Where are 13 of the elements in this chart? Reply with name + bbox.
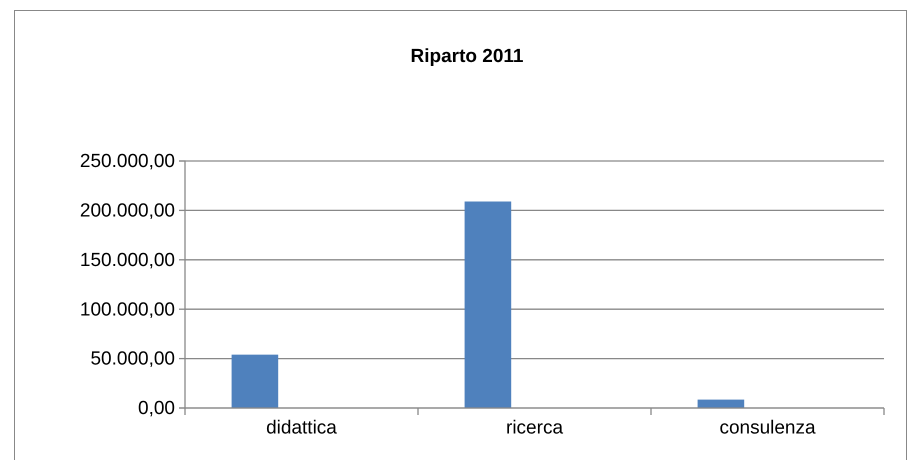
bar bbox=[464, 202, 512, 408]
chart-title: Riparto 2011 bbox=[410, 46, 524, 67]
bar bbox=[698, 400, 744, 408]
x-tick-label: consulenza bbox=[719, 417, 816, 438]
y-tick-label: 150.000,00 bbox=[80, 250, 175, 271]
y-tick-label: 250.000,00 bbox=[80, 151, 175, 172]
x-tick-label: ricerca bbox=[506, 417, 564, 438]
x-tick-label: didattica bbox=[266, 417, 338, 438]
bar bbox=[232, 354, 278, 408]
y-tick-label: 0,00 bbox=[138, 398, 175, 420]
y-tick-label: 50.000,00 bbox=[90, 348, 175, 370]
y-tick-label: 200.000,00 bbox=[80, 200, 175, 222]
y-tick-label: 100.000,00 bbox=[80, 299, 175, 320]
